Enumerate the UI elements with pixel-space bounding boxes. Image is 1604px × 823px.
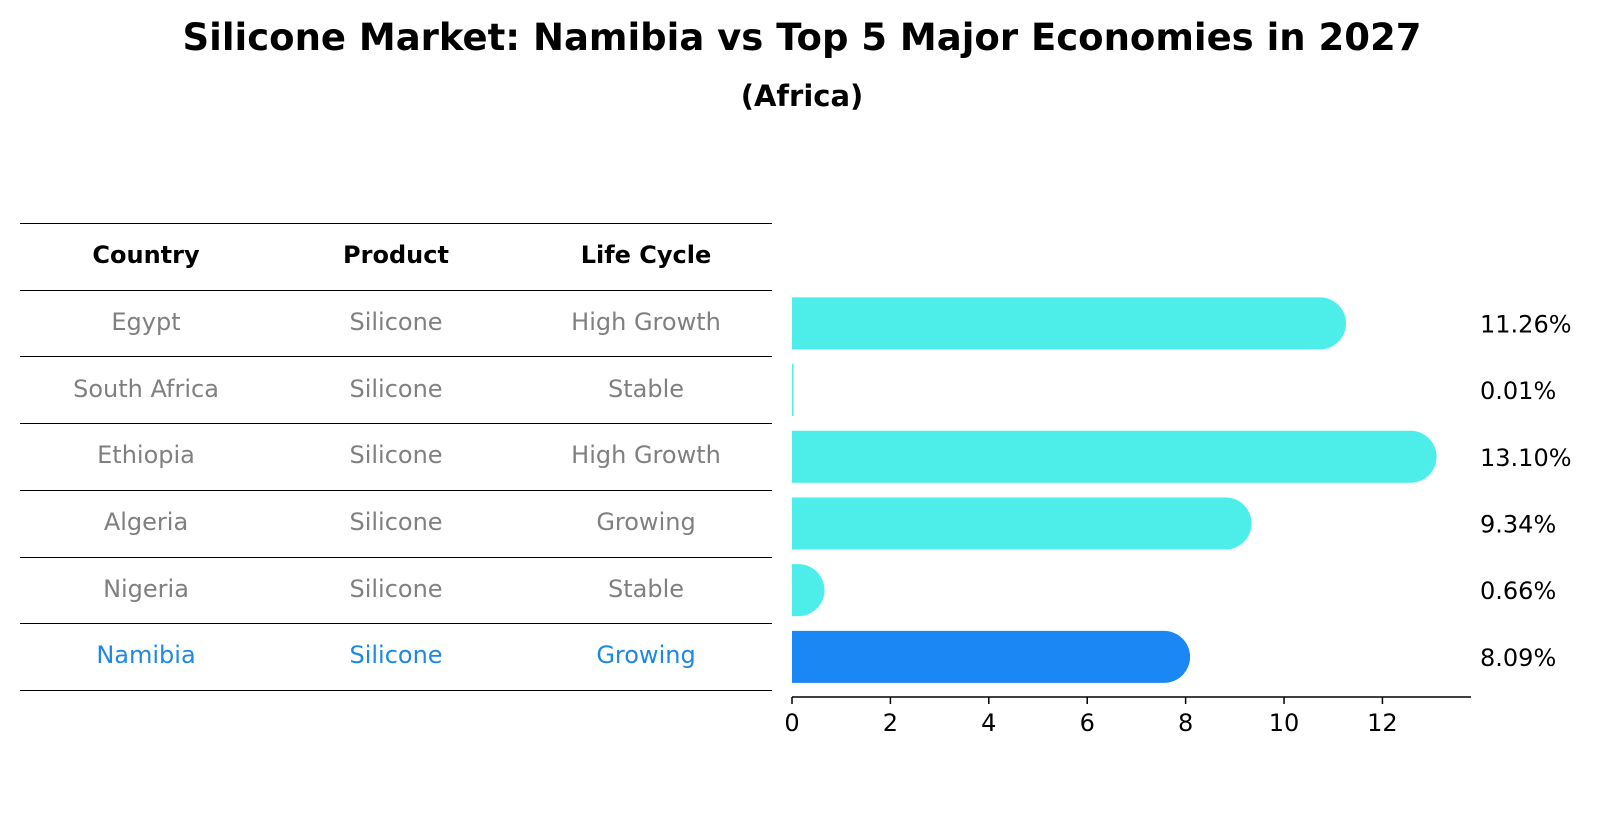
cell-life-cycle-highlight: Growing [596,641,696,669]
x-tick-label: 8 [1178,709,1193,737]
x-tick-label: 2 [883,709,898,737]
table-rule [20,290,772,291]
chart-title: Silicone Market: Namibia vs Top 5 Major … [182,16,1422,59]
bar-algeria [792,497,1252,550]
bar-ethiopia [792,430,1437,483]
cell-life-cycle: Growing [596,508,696,536]
value-label: 0.66% [1480,577,1556,605]
cell-product: Silicone [349,575,443,603]
bar-egypt [792,297,1347,350]
table-rule [20,490,772,491]
cell-product-highlight: Silicone [349,641,443,669]
value-label: 9.34% [1480,510,1556,538]
cell-product: Silicone [349,441,443,469]
header-life-cycle: Life Cycle [580,241,712,269]
cell-product: Silicone [349,375,443,403]
cell-country: Egypt [111,308,181,336]
cell-product: Silicone [349,508,443,536]
table-rule [20,690,772,691]
table-rule [20,356,772,357]
bar-namibia [792,630,1191,683]
chart-subtitle: (Africa) [740,79,864,113]
bar-south-africa [792,364,794,417]
x-tick-label: 12 [1367,709,1398,737]
table-rule [20,623,772,624]
value-label: 0.01% [1480,377,1556,405]
bar-nigeria [792,564,825,617]
x-tick-label: 4 [981,709,996,737]
header-country: Country [92,241,200,269]
cell-life-cycle: Stable [607,375,685,403]
x-tick-label: 0 [784,709,799,737]
table-rule [20,423,772,424]
cell-product: Silicone [349,308,443,336]
cell-country: South Africa [73,375,219,403]
cell-life-cycle: Stable [607,575,685,603]
value-label: 11.26% [1480,310,1572,338]
x-tick-label: 6 [1080,709,1095,737]
value-label: 8.09% [1480,644,1556,672]
value-label: 13.10% [1480,444,1572,472]
header-product: Product [343,241,449,269]
cell-life-cycle: High Growth [571,308,721,336]
cell-country: Nigeria [103,575,189,603]
table-rule [20,223,772,224]
cell-country: Ethiopia [97,441,195,469]
cell-life-cycle: High Growth [571,441,721,469]
cell-country: Algeria [103,508,189,536]
table-rule [20,557,772,558]
cell-country-highlight: Namibia [96,641,196,669]
x-tick-label: 10 [1269,709,1300,737]
